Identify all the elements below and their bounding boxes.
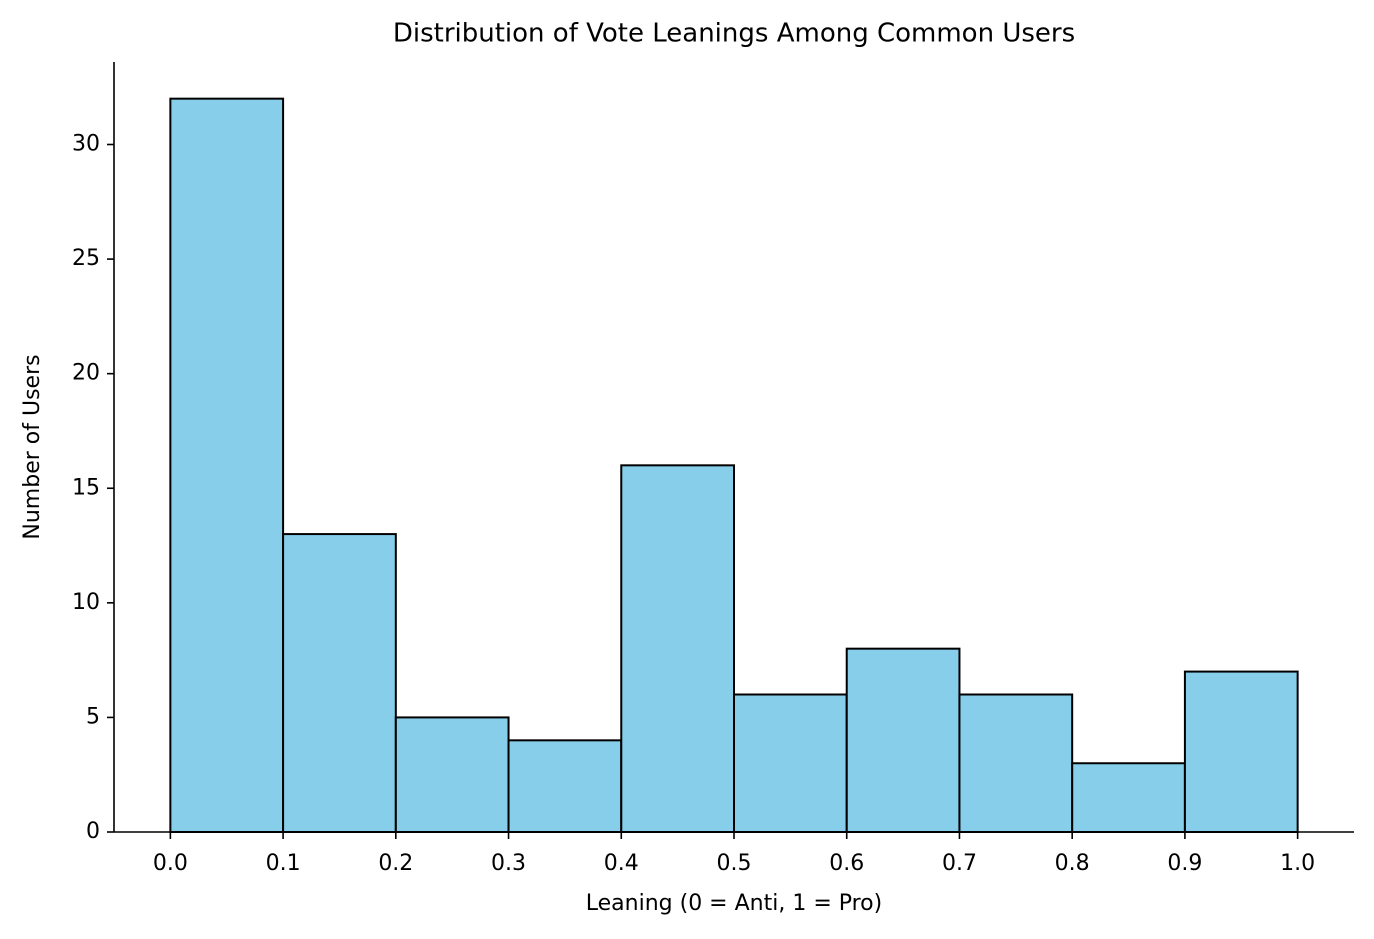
y-tick-label: 25 (72, 246, 100, 271)
histogram-bar (845, 647, 961, 834)
y-tick-label: 30 (72, 132, 100, 157)
x-tick-label: 0.8 (1055, 851, 1090, 876)
y-tick-label: 10 (72, 590, 100, 615)
histogram-bar (282, 533, 397, 833)
x-tick-label: 0.9 (1167, 851, 1202, 876)
x-axis-label: Leaning (0 = Anti, 1 = Pro) (586, 891, 882, 916)
histogram-bar (620, 464, 735, 833)
y-tick-label: 0 (86, 819, 100, 844)
histogram-bar (507, 739, 623, 833)
x-tick-label: 1.0 (1280, 851, 1315, 876)
y-tick-label: 20 (72, 361, 100, 386)
x-tick-label: 0.7 (942, 851, 977, 876)
y-axis-label: Number of Users (20, 354, 45, 539)
histogram-bar (1071, 762, 1186, 833)
histogram-bar (394, 716, 510, 834)
histogram-bar (733, 693, 848, 833)
chart-title: Distribution of Vote Leanings Among Comm… (393, 19, 1075, 49)
histogram-bar (1183, 670, 1299, 833)
x-tick-label: 0.6 (829, 851, 864, 876)
y-tick-label: 15 (72, 475, 100, 500)
histogram-bar (958, 693, 1074, 833)
x-tick-label: 0.2 (378, 851, 413, 876)
x-tick-label: 0.5 (717, 851, 752, 876)
y-tick-label: 5 (86, 704, 100, 729)
histogram-bar (169, 97, 285, 833)
x-tick-label: 0.1 (266, 851, 301, 876)
x-tick-label: 0.4 (604, 851, 639, 876)
x-tick-label: 0.0 (153, 851, 188, 876)
x-tick-label: 0.3 (491, 851, 526, 876)
